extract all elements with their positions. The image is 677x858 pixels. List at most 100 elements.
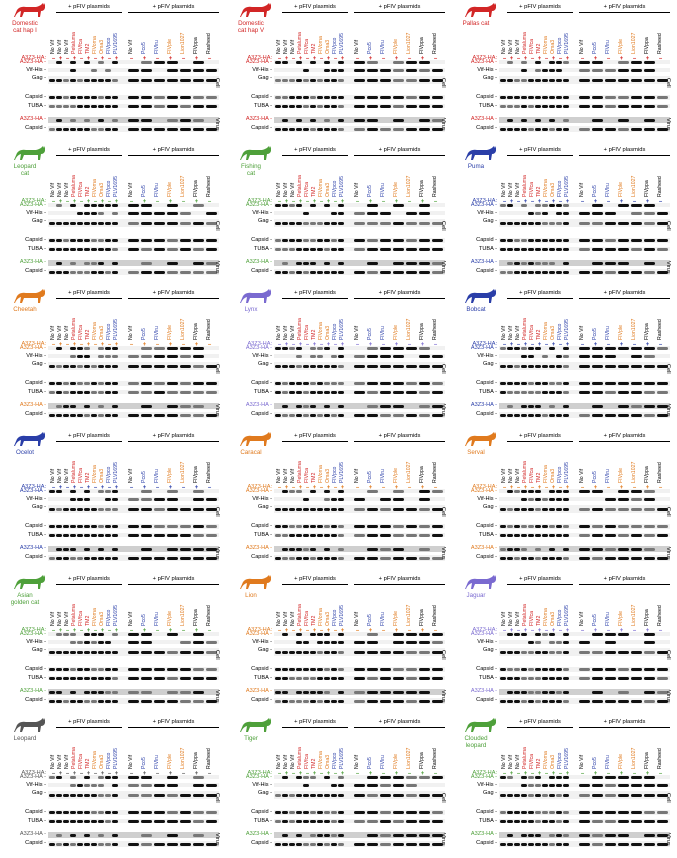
band [521, 668, 527, 671]
band [592, 354, 603, 358]
band [556, 203, 562, 207]
band [354, 96, 365, 99]
band [507, 203, 513, 207]
blot-strip [499, 126, 670, 132]
band [324, 261, 330, 265]
band [556, 690, 562, 694]
band [84, 676, 90, 680]
band [70, 775, 76, 779]
lane-label: Oma3 [325, 468, 331, 483]
side-label-cell: Cell [214, 507, 220, 517]
lane-label: No Vif [290, 325, 296, 340]
band [154, 364, 165, 368]
band [63, 382, 69, 385]
band [310, 556, 316, 560]
band [432, 261, 443, 265]
lane: FIVpco [332, 441, 339, 483]
band [549, 640, 555, 644]
band [380, 96, 391, 99]
band [324, 676, 330, 680]
band [618, 811, 629, 814]
blot-strip [499, 269, 670, 275]
band [289, 127, 295, 131]
band [282, 793, 288, 797]
band [542, 413, 548, 417]
band [180, 699, 191, 703]
band [112, 783, 118, 787]
band [167, 775, 178, 779]
lane-label: Rasheed [657, 748, 663, 769]
lane-label: No Vif [50, 611, 56, 626]
band [406, 68, 417, 72]
band [289, 547, 295, 551]
band [521, 819, 527, 823]
row-label: Vif-His - [477, 353, 497, 359]
band [528, 261, 534, 265]
lane-label: TM2 [536, 329, 542, 340]
band [63, 632, 69, 636]
band [141, 640, 152, 644]
row-label: A3Z3-HA - [470, 831, 497, 837]
band [514, 127, 520, 131]
lane-label: TM2 [536, 615, 542, 626]
band [338, 118, 344, 122]
blot-strip [48, 783, 219, 787]
blot-strip [48, 117, 219, 123]
band [167, 783, 178, 787]
band [296, 382, 302, 385]
lane-label: FIVppa [644, 609, 650, 626]
band [310, 668, 316, 671]
band [618, 127, 629, 131]
lane: Petaluma [522, 298, 529, 340]
blot-strip [499, 667, 670, 672]
band [324, 690, 330, 694]
band [549, 239, 555, 242]
blot-strip [48, 390, 219, 394]
band [535, 60, 541, 64]
band [303, 699, 309, 703]
band [282, 203, 288, 207]
band [507, 127, 513, 131]
blot-strip [499, 104, 670, 108]
band [84, 261, 90, 265]
lane: Pco5 [592, 12, 599, 54]
band [317, 833, 323, 837]
lane: No Vif [50, 727, 57, 769]
band [289, 811, 295, 814]
lane-label: Oma3 [550, 39, 556, 54]
band [167, 833, 178, 837]
band [282, 382, 288, 385]
band [128, 364, 139, 368]
lane-label: Rasheed [657, 319, 663, 340]
lane-label: Pco5 [592, 757, 598, 769]
band [91, 533, 97, 537]
band [49, 96, 55, 99]
lane-label: FIVple [167, 325, 173, 340]
lane-label: No Vif [290, 182, 296, 197]
band [367, 127, 378, 131]
band [432, 382, 443, 385]
band [535, 547, 541, 551]
band [592, 507, 603, 511]
band [563, 793, 569, 797]
band [354, 104, 365, 108]
band [98, 811, 104, 814]
band [556, 270, 562, 274]
lane-label: FIVoma [92, 322, 98, 340]
row-label: TUBA - [27, 675, 46, 681]
band [528, 793, 534, 797]
band [393, 127, 404, 131]
band [105, 221, 111, 225]
band [98, 413, 104, 417]
band [206, 497, 217, 501]
band [500, 699, 506, 703]
lane-label: No Vif [57, 468, 63, 483]
band [528, 247, 534, 251]
band [91, 221, 97, 225]
band [500, 390, 506, 394]
band [324, 699, 330, 703]
band [310, 690, 316, 694]
band [98, 489, 104, 493]
band [310, 507, 316, 511]
band [167, 239, 178, 242]
